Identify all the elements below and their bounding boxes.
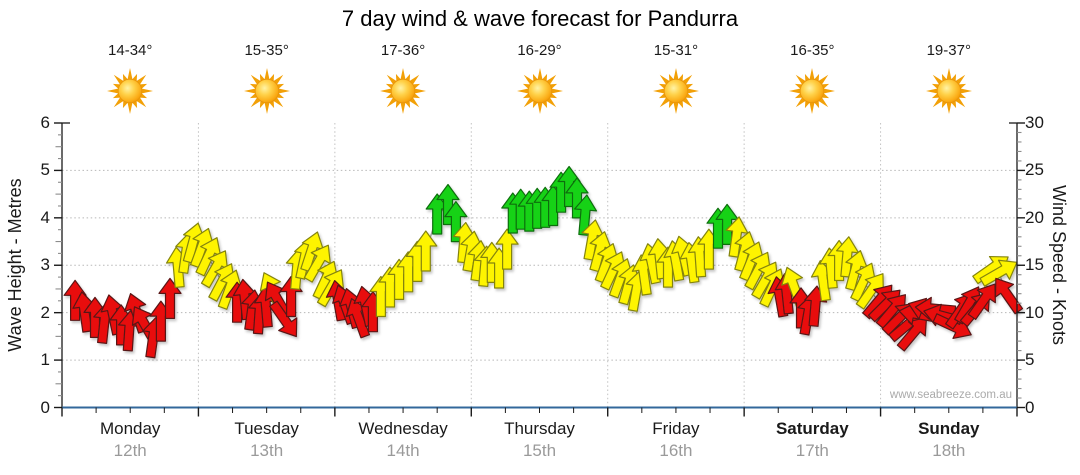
sun-icon	[516, 68, 563, 114]
wind-axis-tick-label: 5	[1025, 350, 1035, 370]
chart-title: 7 day wind & wave forecast for Pandurra	[341, 6, 739, 31]
day-weather-icon	[744, 66, 881, 121]
sun-icon	[652, 68, 699, 114]
day-weather-icon	[607, 66, 744, 121]
day-label: Sunday	[918, 419, 980, 438]
day-temp-range: 15-31°	[653, 42, 699, 59]
wind-arrow	[158, 277, 182, 319]
date-label: 13th	[250, 441, 284, 460]
day-temp-range: 19-37°	[926, 42, 971, 59]
day-weather-icon	[471, 66, 608, 121]
day-weather-icon	[880, 66, 1017, 121]
wave-axis-tick-label: 3	[40, 255, 50, 275]
wave-axis-tick-label: 6	[40, 113, 50, 132]
wind-axis-tick-label: 25	[1025, 160, 1044, 180]
axes	[54, 122, 1025, 417]
wind-axis-tick-label: 15	[1025, 255, 1044, 275]
date-label: 15th	[522, 441, 557, 460]
wind-arrows	[63, 165, 1024, 359]
wind-axis-tick-label: 10	[1025, 302, 1044, 322]
wave-axis-tick-label: 2	[40, 302, 50, 322]
day-weather-icon	[62, 66, 199, 121]
day-temp-range: 15-35°	[244, 42, 289, 59]
day-temp-range: 14-34°	[108, 42, 153, 59]
wave-axis-tick-label: 4	[40, 207, 50, 227]
wind-arrow	[444, 201, 468, 243]
sun-icon	[243, 68, 290, 114]
wave-axis-tick-label: 0	[40, 397, 50, 417]
wave-axis-tick-label: 5	[40, 160, 50, 180]
wind-arrow	[436, 183, 460, 226]
wind-arrow	[565, 177, 589, 219]
day-weather-icon	[198, 66, 335, 121]
date-label: 18th	[932, 441, 966, 460]
wind-arrow	[269, 300, 298, 338]
day-label: Tuesday	[234, 419, 299, 438]
date-label: 14th	[386, 441, 420, 460]
wind-arrow	[967, 283, 996, 321]
sun-icon	[789, 68, 836, 114]
wind-axis-tick-label: 30	[1025, 113, 1044, 132]
watermark: www.seabreeze.com.au	[889, 389, 1012, 401]
day-weather-icon	[335, 66, 472, 121]
sun-icon	[925, 68, 972, 114]
sun-icon	[380, 68, 427, 114]
day-label: Monday	[99, 419, 161, 438]
wind-axis-tick-label: 20	[1025, 207, 1044, 227]
wind-arrow	[896, 316, 928, 352]
date-label: 12th	[113, 441, 147, 460]
day-label: Friday	[652, 419, 700, 438]
wind-arrow	[303, 244, 331, 283]
wind-arrow	[994, 277, 1024, 315]
day-label: Wednesday	[358, 419, 448, 438]
wave-axis-tick-label: 1	[40, 350, 50, 370]
date-label: 17th	[795, 441, 829, 460]
wind-arrow	[979, 259, 1018, 287]
day-label: Thursday	[504, 419, 575, 438]
day-temp-range: 16-35°	[790, 42, 835, 59]
wind-arrow	[573, 194, 598, 236]
wind-arrow	[495, 228, 519, 270]
sun-icon	[107, 68, 154, 114]
day-label: Saturday	[775, 419, 849, 438]
date-label: 16th	[659, 441, 693, 460]
day-temp-range: 16-29°	[517, 42, 562, 59]
wind-axis-tick-label: 0	[1025, 397, 1035, 417]
day-temp-range: 17-36°	[380, 42, 426, 59]
wind-arrow	[414, 230, 438, 272]
